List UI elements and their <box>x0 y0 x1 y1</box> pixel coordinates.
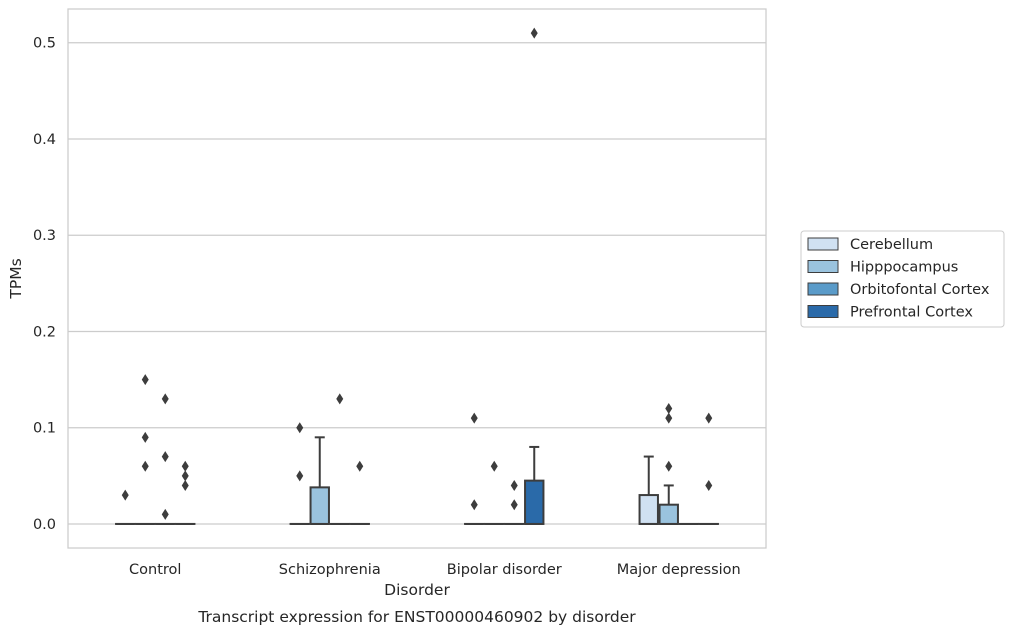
box-groups <box>115 27 719 525</box>
x-tick-labels: Control Schizophrenia Bipolar disorder Majo… <box>129 562 741 578</box>
y-tick-label: 0.4 <box>33 132 56 148</box>
outlier-point <box>161 393 169 405</box>
y-tick-label: 0.0 <box>33 517 56 533</box>
legend-item: Hipppocampus <box>807 260 958 276</box>
outlier-point <box>181 470 189 482</box>
box <box>658 503 679 525</box>
outlier-point <box>705 479 713 491</box>
outlier-point <box>296 470 304 482</box>
outlier-point <box>141 374 149 386</box>
legend-label: Orbitofontal Cortex <box>850 282 990 298</box>
box-1-1 <box>309 436 330 525</box>
outlier-point <box>161 451 169 463</box>
legend-label: Prefrontal Cortex <box>850 305 973 321</box>
legend-item: Prefrontal Cortex <box>807 305 973 321</box>
outlier-point <box>161 508 169 520</box>
outlier-point <box>665 460 673 472</box>
outlier-point <box>296 422 304 434</box>
y-tick-label: 0.3 <box>33 228 56 244</box>
legend-item: Cerebellum <box>807 237 933 253</box>
box-1-3 <box>349 460 370 525</box>
outlier-point <box>181 479 189 491</box>
y-axis-title: TPMs <box>7 258 25 299</box>
legend-frame <box>800 230 1005 328</box>
x-tick-label: Schizophrenia <box>279 562 381 578</box>
gridlines <box>68 42 766 525</box>
legend-label: Cerebellum <box>850 237 933 253</box>
box <box>638 494 659 525</box>
y-tick-label: 0.5 <box>33 36 56 52</box>
outlier-point <box>121 489 129 501</box>
legend: Cerebellum Hipppocampus Orbitofontal Corte… <box>800 230 1005 328</box>
box-0-3 <box>175 460 196 525</box>
x-tick-label: Bipolar disorder <box>447 562 562 578</box>
box-1-0 <box>289 422 310 525</box>
outlier-point <box>470 499 478 511</box>
box-3-0 <box>638 455 659 525</box>
outlier-point <box>665 402 673 414</box>
outlier-point <box>510 479 518 491</box>
legend-swatch <box>807 305 839 318</box>
plot-frame <box>67 8 767 549</box>
x-tick-label: Major depression <box>617 562 741 578</box>
box-2-0 <box>464 412 485 525</box>
x-tick-label: Control <box>129 562 181 578</box>
outlier-point <box>141 460 149 472</box>
y-tick-label: 0.1 <box>33 421 56 437</box>
box-0-2 <box>155 393 176 525</box>
box-0-1 <box>135 374 156 525</box>
outlier-point <box>356 460 364 472</box>
box-2-2 <box>504 479 525 525</box>
outlier-point <box>665 412 673 424</box>
y-tick-labels: 0.0 0.1 0.2 0.3 0.4 0.5 <box>33 36 56 533</box>
outlier-point <box>510 499 518 511</box>
outlier-point <box>181 460 189 472</box>
box-1-2 <box>329 393 350 525</box>
legend-swatch <box>807 282 839 296</box>
figure-caption: Transcript expression for ENST0000046090… <box>197 608 636 626</box>
outlier-point <box>141 431 149 443</box>
y-tick-label: 0.2 <box>33 324 56 340</box>
x-axis-title: Disorder <box>384 581 450 599</box>
outlier-point <box>705 412 713 424</box>
box <box>524 479 545 525</box>
outlier-point <box>490 460 498 472</box>
legend-label: Hipppocampus <box>850 260 958 276</box>
legend-swatch <box>807 237 839 251</box>
outlier-point <box>336 393 344 405</box>
legend-item: Orbitofontal Cortex <box>807 282 990 298</box>
outlier-point <box>470 412 478 424</box>
box-2-3 <box>524 27 545 525</box>
box-0-0 <box>115 489 136 525</box>
box-2-1 <box>484 460 505 525</box>
box-3-3 <box>698 412 719 525</box>
box-3-1 <box>658 402 679 525</box>
outlier-point <box>530 27 538 39</box>
box <box>309 486 330 525</box>
legend-swatch <box>807 260 839 273</box>
